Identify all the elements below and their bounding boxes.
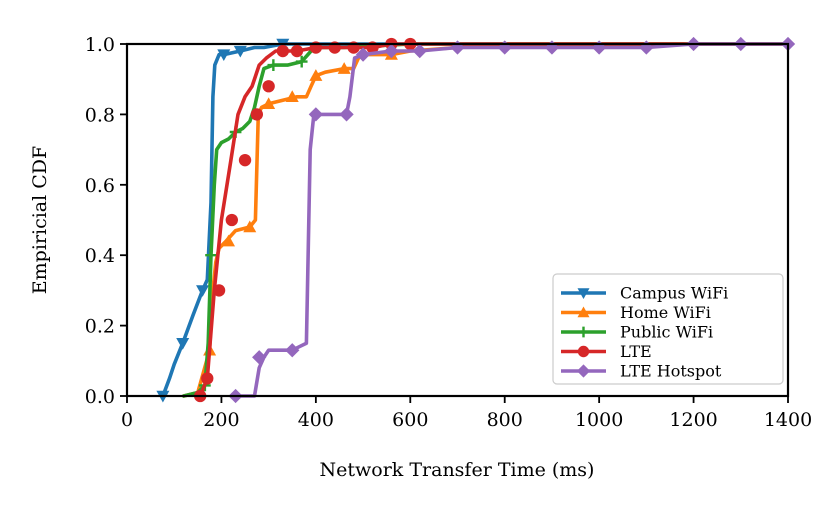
x-tick-label: 1400	[764, 409, 812, 431]
y-tick-label: 0.8	[85, 104, 115, 126]
plus-marker	[578, 326, 589, 338]
circle-marker	[201, 372, 214, 385]
triangle-down-marker	[176, 338, 190, 350]
diamond-marker	[412, 43, 427, 59]
x-axis-ticks: 0 200 400 600 800 1000 1200 1400	[121, 396, 812, 431]
diamond-marker	[384, 43, 399, 59]
circle-marker	[276, 44, 289, 58]
x-tick-label: 200	[203, 409, 239, 431]
triangle-up-marker	[222, 234, 236, 247]
x-axis-label: Network Transfer Time (ms)	[320, 459, 595, 481]
diamond-marker	[252, 350, 267, 365]
circle-marker	[212, 284, 226, 297]
diamond-marker	[576, 364, 591, 378]
diamond-marker	[339, 107, 354, 122]
triangle-up-marker	[337, 62, 351, 74]
legend-label: Public WiFi	[620, 323, 713, 342]
y-axis-label: Empiricial CDF	[29, 146, 51, 294]
x-tick-label: 1000	[575, 409, 623, 431]
diamond-marker	[285, 343, 300, 358]
legend-item: Campus WiFi	[561, 284, 728, 303]
x-tick-label: 800	[487, 409, 523, 431]
diamond-marker	[308, 107, 324, 122]
legend-label: LTE Hotspot	[620, 362, 722, 381]
plus-marker	[205, 249, 217, 262]
triangle-down-marker	[577, 288, 590, 299]
diamond-marker	[450, 40, 465, 55]
triangle-up-marker	[262, 97, 276, 110]
circle-marker	[577, 345, 590, 358]
x-tick-label: 600	[392, 409, 428, 431]
circle-marker	[225, 213, 238, 227]
circle-marker	[250, 108, 264, 121]
x-tick-label: 1200	[669, 409, 717, 431]
triangle-up-marker	[285, 90, 299, 102]
legend-label: LTE	[620, 342, 652, 361]
diamond-marker	[355, 47, 371, 62]
legend-item: Public WiFi	[561, 323, 713, 342]
triangle-up-marker	[577, 306, 590, 318]
plot-frame	[125, 42, 790, 398]
triangle-down-marker	[196, 285, 210, 297]
diamond-marker	[497, 40, 512, 55]
circle-marker	[262, 80, 275, 93]
y-tick-label: 1.0	[85, 34, 115, 56]
y-tick-label: 0.4	[85, 245, 115, 267]
legend-box	[552, 273, 784, 385]
triangle-up-marker	[243, 220, 257, 233]
y-tick-label: 0.2	[85, 316, 115, 338]
legend-label: Campus WiFi	[620, 284, 728, 303]
series-line	[233, 42, 790, 398]
y-axis-ticks: 0.0 0.2 0.4 0.6 0.8 1.0	[85, 34, 127, 408]
x-tick-label: 400	[298, 409, 334, 431]
triangle-down-marker	[217, 49, 231, 62]
x-tick-label: 0	[121, 409, 133, 431]
y-tick-label: 0.0	[85, 386, 115, 408]
legend-item: Home WiFi	[561, 303, 711, 322]
legend-label: Home WiFi	[620, 303, 711, 322]
triangle-down-marker	[233, 45, 247, 58]
y-tick-label: 0.6	[85, 175, 115, 197]
plus-marker	[295, 55, 308, 68]
triangle-up-marker	[309, 69, 323, 81]
plus-marker	[267, 59, 280, 71]
circle-marker	[238, 153, 252, 167]
legend-item: LTE	[561, 342, 652, 361]
circle-marker	[290, 44, 304, 58]
series-line	[198, 42, 790, 398]
legend-item: LTE Hotspot	[561, 362, 722, 381]
